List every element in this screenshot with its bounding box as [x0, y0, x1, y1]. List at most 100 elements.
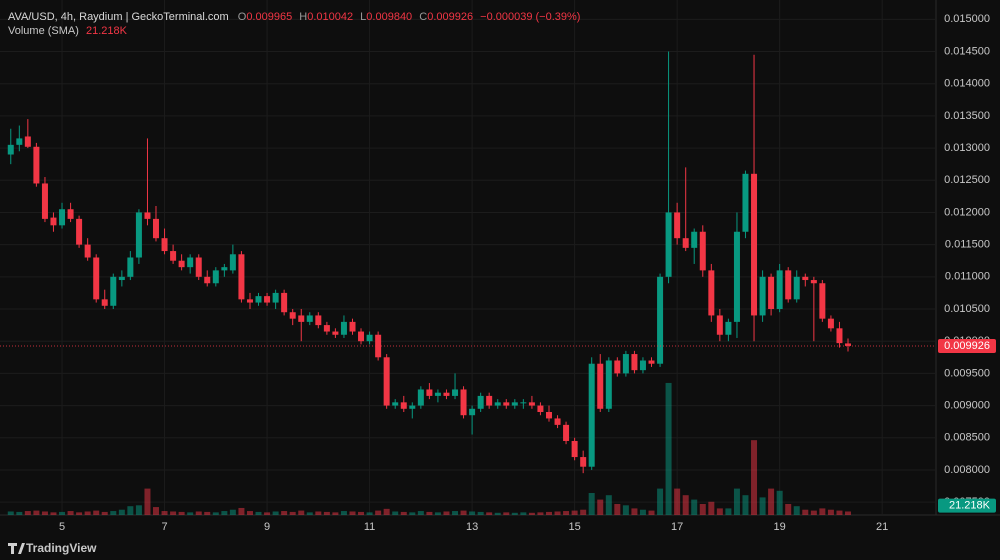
volume-bar	[665, 382, 672, 515]
candle-body	[751, 173, 758, 316]
volume-bar	[400, 511, 407, 515]
candle-body	[349, 321, 356, 332]
volume-bar	[366, 512, 373, 515]
volume-layer	[7, 382, 851, 515]
candle-body	[725, 321, 732, 335]
volume-bar	[477, 511, 484, 515]
candle-body	[246, 299, 253, 303]
volume-bar	[178, 511, 185, 515]
candle-body	[59, 209, 66, 226]
candle-body	[41, 183, 48, 219]
candle-body	[340, 321, 347, 335]
change: −0.000039 (−0.39%)	[480, 11, 580, 23]
candle-body	[520, 402, 527, 404]
volume-bar	[571, 510, 578, 515]
volume-bar	[409, 512, 416, 515]
candle-body	[785, 270, 792, 300]
volume-bar	[315, 511, 322, 515]
candle-body	[118, 276, 125, 281]
candle-body	[699, 231, 706, 271]
volume-bar	[708, 501, 715, 515]
ohlc-value: 0.009926	[427, 11, 473, 23]
volume-bar	[443, 511, 450, 515]
volume-bar	[204, 511, 211, 515]
candle-body	[639, 360, 646, 371]
volume-bar	[229, 509, 236, 515]
y-tick-label: 0.014500	[944, 45, 990, 57]
candle-body	[486, 395, 493, 406]
volume-bar	[118, 509, 125, 515]
volume-bar	[733, 488, 740, 515]
candle-body	[494, 402, 501, 406]
volume-bar	[494, 512, 501, 515]
x-tick-label: 9	[264, 521, 270, 533]
volume-bar	[580, 509, 587, 515]
volume-bar	[742, 495, 749, 515]
volume-bar	[691, 499, 698, 515]
candle-body	[793, 276, 800, 300]
volume-bar	[264, 512, 271, 515]
candle-body	[759, 276, 766, 316]
volume-bar	[375, 510, 382, 515]
y-tick-label: 0.014000	[944, 78, 990, 90]
volume-bar	[588, 492, 595, 515]
y-tick-label: 0.008000	[944, 464, 990, 476]
volume-bar	[768, 488, 775, 515]
volume-bar	[144, 488, 151, 515]
grid	[0, 0, 936, 515]
candle-body	[477, 395, 484, 409]
volume-bar	[7, 511, 14, 515]
y-tick-label: 0.013500	[944, 110, 990, 122]
candle-body	[426, 389, 433, 396]
candle-body	[597, 363, 604, 409]
volume-bar	[340, 511, 347, 515]
volume-bar	[682, 495, 689, 515]
candle-body	[691, 231, 698, 248]
volume-bar	[110, 511, 117, 515]
candle-body	[733, 231, 740, 322]
volume-bar	[520, 512, 527, 515]
candle-body	[836, 328, 843, 344]
volume-legend: Volume (SMA) 21.218K	[8, 25, 128, 37]
candle-body	[674, 212, 681, 239]
last-price-label: 0.009926	[944, 340, 990, 352]
volume-bar	[161, 511, 168, 515]
volume-bar	[24, 511, 31, 515]
y-tick-label: 0.013000	[944, 142, 990, 154]
candle-body	[195, 257, 202, 277]
candle-body	[84, 244, 91, 258]
candle-body	[443, 392, 450, 396]
candle-body	[648, 360, 655, 364]
candle-body	[657, 276, 664, 364]
y-tick-label: 0.011000	[945, 271, 990, 283]
volume-bar	[417, 511, 424, 515]
candle-body	[238, 254, 245, 300]
candle-body	[417, 389, 424, 406]
volume-bar	[84, 511, 91, 515]
candle-body	[716, 315, 723, 335]
candle-body	[67, 209, 74, 219]
volume-bar	[486, 512, 493, 515]
last-price-box	[938, 338, 996, 353]
candle-body	[776, 270, 783, 309]
candle-body	[187, 257, 194, 268]
candle-body	[281, 292, 288, 313]
volume-bar	[674, 488, 681, 515]
ohlc-name: L	[360, 11, 366, 23]
candle-body	[511, 402, 518, 406]
volume-bar	[67, 511, 74, 515]
volume-bar	[785, 503, 792, 515]
volume-bar	[135, 505, 142, 515]
volume-bar	[392, 511, 399, 515]
volume-bar	[460, 510, 467, 515]
candle-body	[682, 238, 689, 248]
volume-bar	[597, 499, 604, 515]
volume-bar	[528, 512, 535, 515]
candle-body	[289, 312, 296, 319]
y-tick-label: 0.011500	[945, 239, 990, 251]
candle-body	[110, 276, 117, 306]
candle-body	[392, 402, 399, 406]
